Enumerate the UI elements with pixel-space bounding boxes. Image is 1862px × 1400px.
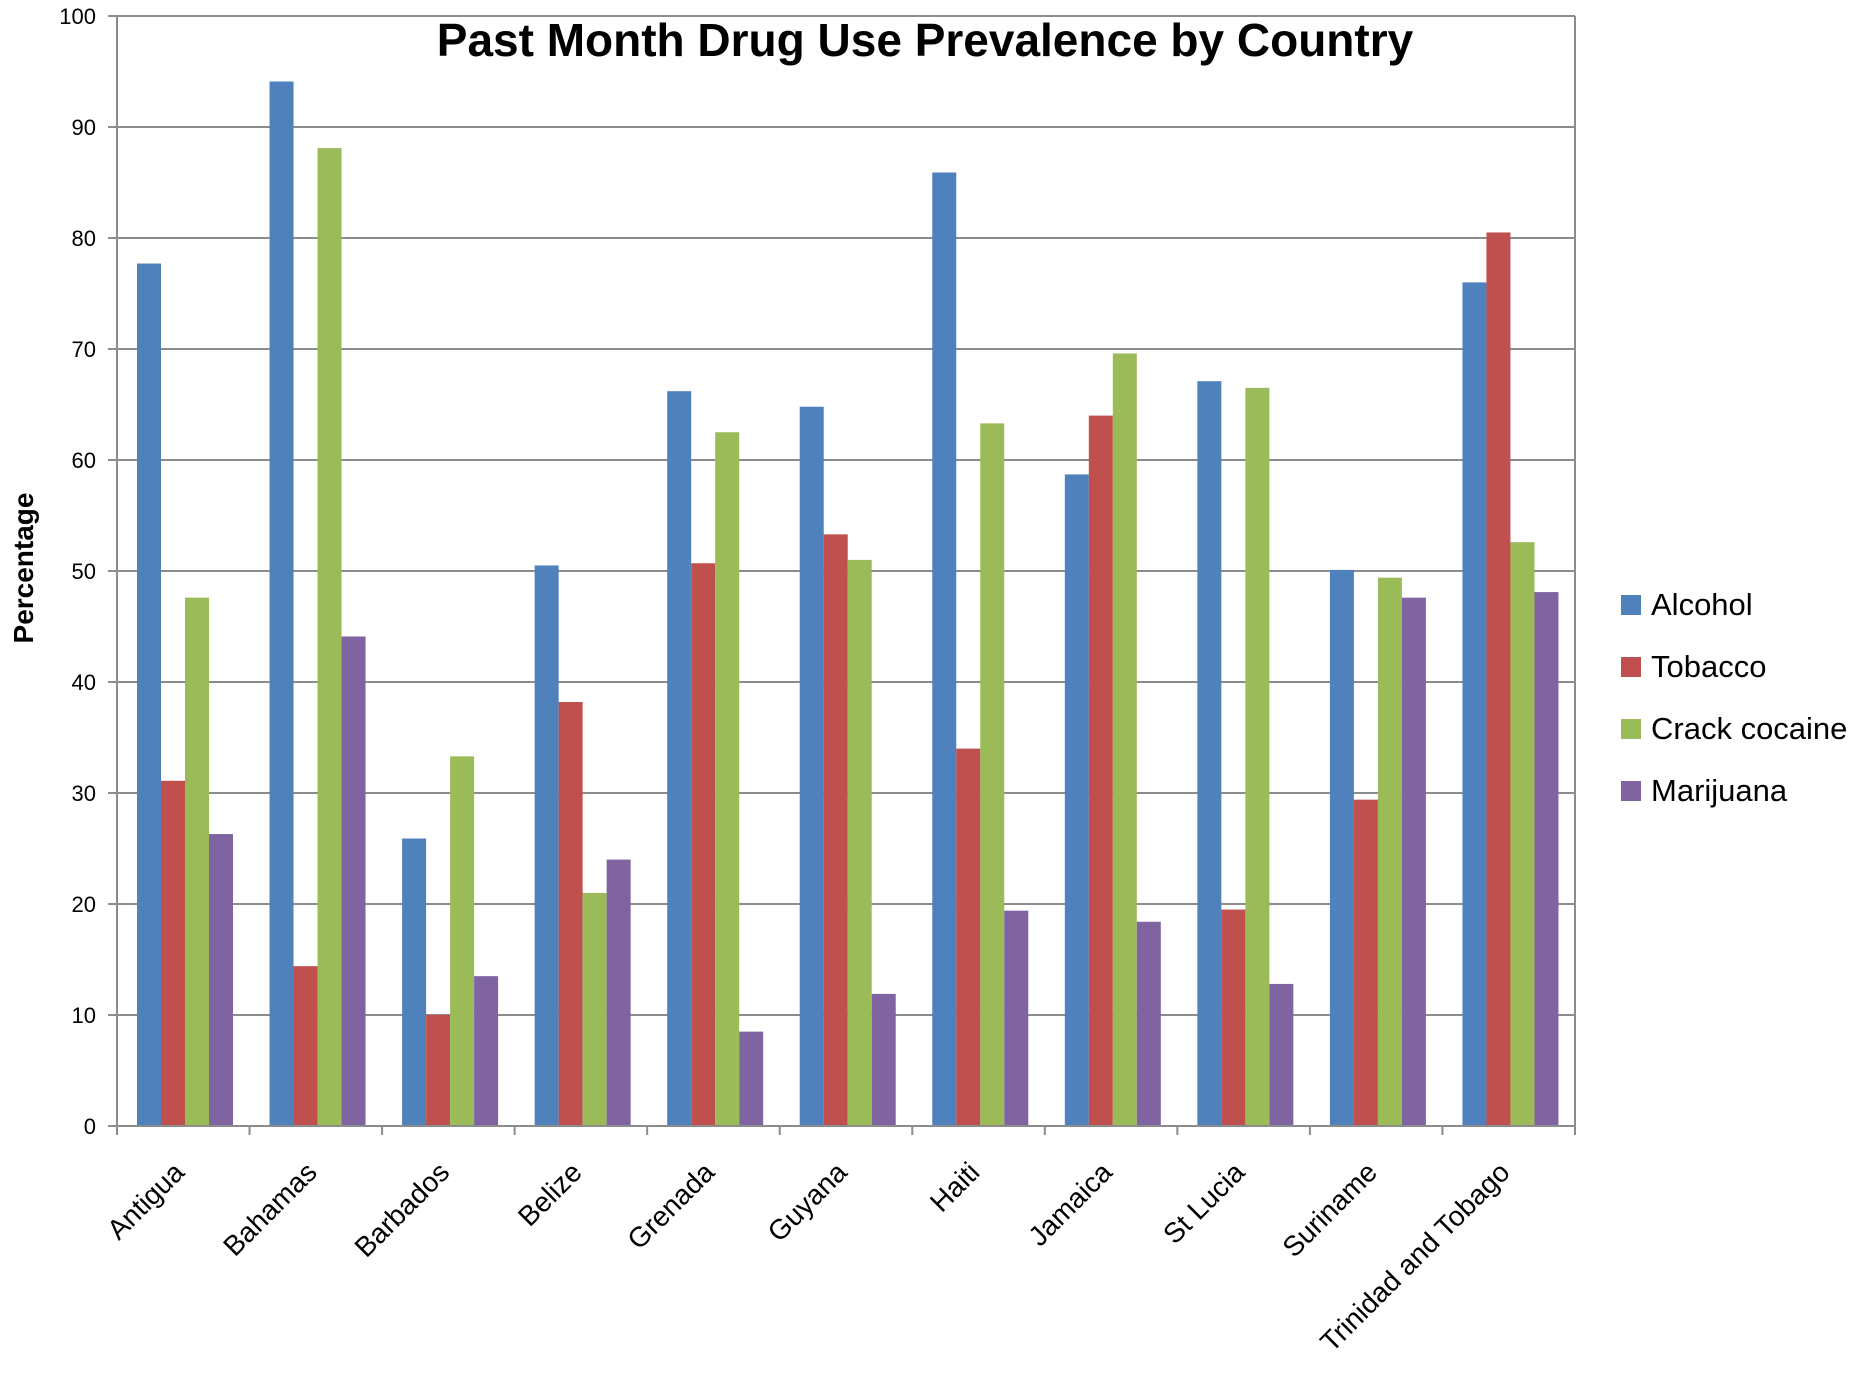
bar-marijuana-barbados <box>474 976 499 1126</box>
legend-label: Crack cocaine <box>1651 711 1847 746</box>
y-tick-labels: 0 10 20 30 40 50 60 70 80 90 100 <box>59 4 96 1139</box>
bar-crack-cocaine-trinidad-and-tobago <box>1510 542 1535 1126</box>
bar-marijuana-jamaica <box>1136 921 1161 1126</box>
bar-marijuana-trinidad-and-tobago <box>1534 592 1559 1126</box>
x-tick-label: Haiti <box>924 1156 986 1218</box>
x-tick-label: Barbados <box>349 1156 456 1263</box>
bar-marijuana-haiti <box>1004 910 1029 1126</box>
bar-crack-cocaine-belize <box>582 892 607 1126</box>
y-tick-label: 40 <box>72 670 96 695</box>
bar-marijuana-antigua <box>209 834 233 1126</box>
bar-tobacco-suriname <box>1353 799 1378 1126</box>
bar-alcohol-antigua <box>137 263 161 1126</box>
bar-crack-cocaine-antigua <box>185 597 209 1126</box>
legend: Alcohol Tobacco Crack cocaine Marijuana <box>1621 587 1847 808</box>
y-tick-label: 20 <box>72 892 96 917</box>
bar-tobacco-jamaica <box>1088 415 1113 1127</box>
bar-alcohol-barbados <box>402 838 427 1126</box>
chart-title: Past Month Drug Use Prevalence by Countr… <box>437 14 1414 66</box>
y-tick-label: 0 <box>84 1114 96 1139</box>
y-tick-label: 30 <box>72 781 96 806</box>
bar-marijuana-st-lucia <box>1269 983 1294 1126</box>
y-tick-label: 70 <box>72 337 96 362</box>
legend-swatch <box>1621 781 1641 801</box>
bar-marijuana-bahamas <box>341 636 366 1126</box>
legend-swatch <box>1621 595 1641 615</box>
bar-tobacco-trinidad-and-tobago <box>1486 232 1511 1126</box>
x-tick-label: Bahamas <box>217 1156 323 1262</box>
bar-crack-cocaine-st-lucia <box>1245 387 1270 1127</box>
bar-alcohol-bahamas <box>269 81 294 1127</box>
y-tick-label: 50 <box>72 559 96 584</box>
legend-swatch <box>1621 657 1641 677</box>
x-tick-label: Grenada <box>621 1156 720 1255</box>
y-tick-label: 100 <box>59 4 96 29</box>
bar-crack-cocaine-jamaica <box>1112 353 1137 1126</box>
bar-alcohol-jamaica <box>1064 474 1089 1126</box>
x-tick-label: Guyana <box>762 1156 854 1248</box>
bar-tobacco-barbados <box>426 1015 451 1126</box>
bar-alcohol-grenada <box>667 391 692 1126</box>
bar-tobacco-guyana <box>823 534 848 1126</box>
bar-tobacco-belize <box>558 701 583 1126</box>
legend-swatch <box>1621 719 1641 739</box>
x-tick-label: Belize <box>512 1156 588 1232</box>
bar-alcohol-trinidad-and-tobago <box>1462 282 1487 1126</box>
legend-label: Marijuana <box>1651 773 1788 808</box>
bar-tobacco-bahamas <box>293 966 318 1126</box>
bar-crack-cocaine-barbados <box>450 756 475 1126</box>
y-tick-label: 10 <box>72 1003 96 1028</box>
bar-alcohol-st-lucia <box>1197 381 1222 1126</box>
bar-alcohol-guyana <box>799 406 824 1127</box>
bar-marijuana-suriname <box>1401 597 1426 1126</box>
bar-marijuana-grenada <box>739 1031 764 1126</box>
bar-alcohol-belize <box>534 565 559 1126</box>
bar-tobacco-st-lucia <box>1221 909 1246 1126</box>
legend-label: Alcohol <box>1651 587 1753 622</box>
bar-crack-cocaine-guyana <box>847 559 872 1126</box>
x-tick-label: Jamaica <box>1022 1156 1118 1252</box>
legend-label: Tobacco <box>1651 649 1766 684</box>
x-tick-labels: Antigua Bahamas Barbados Belize Grenada Guyan… <box>101 1156 1516 1358</box>
bar-tobacco-grenada <box>691 563 716 1126</box>
y-tick-label: 80 <box>72 226 96 251</box>
y-tick-label: 60 <box>72 448 96 473</box>
x-tick-label: Suriname <box>1276 1156 1383 1263</box>
axes <box>108 15 1576 1135</box>
bar-crack-cocaine-bahamas <box>317 148 342 1127</box>
bars <box>137 81 1559 1127</box>
bar-tobacco-antigua <box>161 780 185 1126</box>
y-tick-label: 90 <box>72 115 96 140</box>
bar-alcohol-suriname <box>1329 569 1354 1126</box>
y-axis-label: Percentage <box>8 493 39 644</box>
bar-marijuana-guyana <box>871 993 896 1126</box>
x-tick-label: St Lucia <box>1157 1156 1251 1250</box>
bar-marijuana-belize <box>606 859 631 1126</box>
bar-alcohol-haiti <box>932 172 957 1126</box>
bar-crack-cocaine-grenada <box>715 432 740 1126</box>
x-tick-label: Antigua <box>101 1156 190 1245</box>
bar-crack-cocaine-suriname <box>1377 577 1402 1126</box>
bar-crack-cocaine-haiti <box>980 423 1005 1126</box>
bar-tobacco-haiti <box>956 748 981 1126</box>
